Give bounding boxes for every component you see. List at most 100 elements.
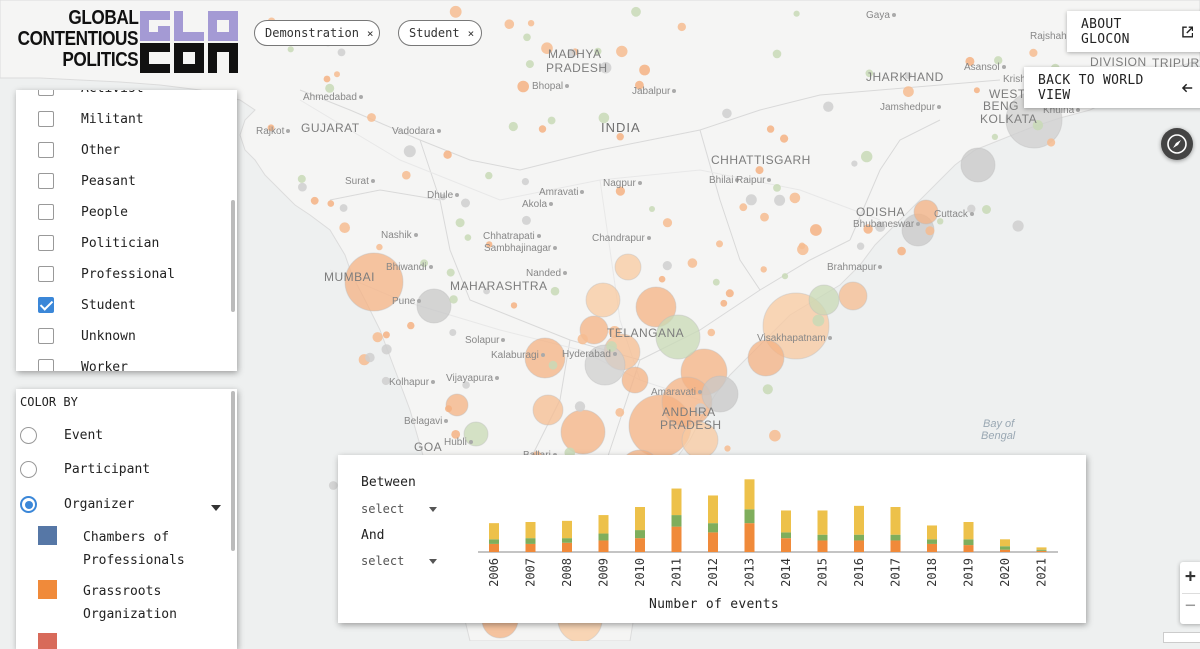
and-select[interactable]: select [361, 554, 405, 568]
event-bubble[interactable] [297, 174, 306, 183]
event-bubble[interactable] [823, 101, 834, 112]
event-bubble[interactable] [965, 56, 975, 66]
event-bubble[interactable] [463, 421, 489, 447]
bar-segment-2020-1[interactable] [1000, 546, 1010, 550]
event-bubble[interactable] [766, 125, 775, 133]
event-bubble[interactable] [658, 275, 666, 283]
event-bubble[interactable] [937, 218, 944, 225]
event-bubble[interactable] [525, 60, 534, 69]
event-bubble[interactable] [812, 314, 825, 327]
event-bubble[interactable] [381, 376, 390, 386]
participant-option-militant[interactable]: Militant [38, 109, 144, 129]
bar-segment-2018-1[interactable] [927, 539, 937, 544]
event-bubble[interactable] [451, 430, 461, 439]
event-bubble[interactable] [745, 194, 757, 206]
event-bubble[interactable] [310, 196, 319, 205]
participant-option-worker[interactable]: Worker [38, 357, 128, 371]
participant-option-peasant[interactable]: Peasant [38, 171, 136, 191]
event-bubble[interactable] [614, 253, 642, 281]
event-bubble[interactable] [407, 321, 415, 330]
event-bubble[interactable] [720, 299, 728, 307]
event-bubble[interactable] [631, 6, 641, 17]
event-bubble[interactable] [662, 261, 672, 271]
bar-segment-2016-0[interactable] [854, 540, 864, 552]
bar-segment-2014-2[interactable] [781, 510, 791, 533]
event-bubble[interactable] [449, 5, 462, 18]
event-bubble[interactable] [897, 246, 906, 256]
event-bubble[interactable] [707, 328, 716, 337]
event-bubble[interactable] [861, 150, 873, 163]
event-bubble[interactable] [755, 166, 764, 175]
event-bubble[interactable] [760, 266, 767, 273]
bar-segment-2017-2[interactable] [890, 507, 901, 535]
event-bubble[interactable] [701, 375, 739, 413]
event-bubble[interactable] [449, 329, 457, 336]
event-bubble[interactable] [403, 145, 416, 158]
event-bubble[interactable] [635, 80, 644, 90]
event-bubble[interactable] [445, 393, 469, 417]
event-bubble[interactable] [615, 186, 626, 196]
bar-segment-2017-1[interactable] [890, 534, 901, 541]
bar-segment-2006-2[interactable] [489, 523, 499, 540]
event-bubble[interactable] [367, 113, 376, 122]
bar-segment-2008-0[interactable] [562, 542, 572, 552]
event-bubble[interactable] [339, 204, 348, 212]
event-bubble[interactable] [585, 282, 621, 318]
participant-option-activist[interactable]: Activist [38, 90, 144, 98]
event-bubble[interactable] [982, 205, 991, 214]
checkbox[interactable] [38, 359, 54, 371]
event-bubble[interactable] [402, 170, 411, 180]
event-bubble[interactable] [856, 242, 865, 250]
bar-segment-2016-1[interactable] [854, 534, 864, 541]
bar-segment-2019-2[interactable] [963, 522, 974, 540]
checkbox[interactable] [38, 328, 54, 344]
event-bubble[interactable] [267, 124, 275, 132]
event-bubble[interactable] [913, 199, 939, 225]
glocon-logo[interactable]: GLOBAL CONTENTIOUS POLITICS [14, 8, 242, 74]
event-bubble[interactable] [598, 112, 610, 124]
event-bubble[interactable] [523, 33, 531, 42]
participant-option-unknown[interactable]: Unknown [38, 326, 136, 346]
event-bubble[interactable] [462, 381, 470, 389]
checkbox[interactable] [38, 111, 54, 127]
event-bubble[interactable] [769, 429, 781, 442]
bar-segment-2012-1[interactable] [708, 523, 718, 533]
panel-scrollbar[interactable] [231, 200, 235, 312]
event-bubble[interactable] [567, 48, 577, 59]
event-bubble[interactable] [904, 72, 912, 80]
event-bubble[interactable] [538, 125, 547, 133]
event-bubble[interactable] [773, 184, 781, 192]
event-bubble[interactable] [337, 48, 346, 57]
event-bubble[interactable] [798, 242, 806, 250]
event-bubble[interactable] [655, 314, 701, 360]
event-bubble[interactable] [793, 10, 800, 17]
checkbox[interactable] [38, 90, 54, 96]
event-bubble[interactable] [339, 222, 351, 233]
event-bubble[interactable] [504, 19, 515, 30]
bar-segment-2012-2[interactable] [708, 495, 718, 524]
bar-segment-2006-1[interactable] [489, 539, 499, 544]
bar-segment-2021-0[interactable] [1036, 550, 1047, 552]
event-bubble[interactable] [722, 108, 732, 119]
event-bubble[interactable] [521, 178, 530, 186]
about-glocon-button[interactable]: ABOUT GLOCON [1067, 11, 1200, 52]
bar-segment-2013-0[interactable] [744, 523, 755, 552]
event-bubble[interactable] [334, 71, 340, 78]
event-bubble[interactable] [991, 133, 999, 140]
bar-segment-2018-2[interactable] [927, 525, 937, 540]
chevron-down-icon[interactable] [429, 559, 437, 564]
zoom-out-button[interactable]: − [1185, 595, 1196, 616]
bar-segment-2006-0[interactable] [489, 543, 499, 552]
event-bubble[interactable] [532, 394, 564, 426]
participant-option-politician[interactable]: Politician [38, 233, 159, 253]
event-bubble[interactable] [416, 288, 452, 324]
radio-button[interactable] [20, 427, 37, 444]
participant-option-student[interactable]: Student [38, 295, 136, 315]
filter-chip-demonstration[interactable]: Demonstration × [254, 20, 380, 46]
filter-chip-student[interactable]: Student × [398, 20, 482, 46]
bar-segment-2010-2[interactable] [635, 507, 645, 531]
event-bubble[interactable] [1029, 48, 1038, 58]
event-bubble[interactable] [560, 409, 606, 455]
event-bubble[interactable] [774, 194, 786, 206]
event-bubble[interactable] [865, 69, 874, 78]
